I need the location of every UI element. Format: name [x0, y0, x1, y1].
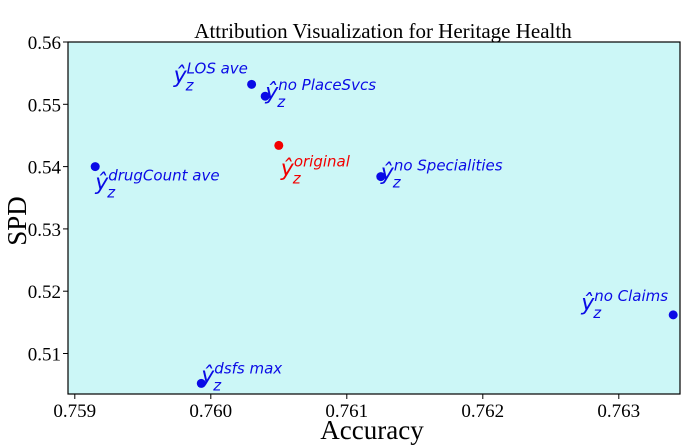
x-axis-label: Accuracy — [320, 415, 424, 445]
data-point-label: ŷdsfs max z — [200, 359, 282, 394]
x-tick-label: 0.762 — [461, 401, 504, 422]
x-tick-label: 0.763 — [597, 401, 640, 422]
data-point — [376, 172, 386, 182]
data-point — [274, 140, 284, 150]
data-point-label: ŷno Specialities z — [380, 157, 503, 192]
data-point — [260, 91, 270, 101]
data-point-label: ŷoriginal z — [280, 152, 351, 187]
data-point-label: ŷLOS ave z — [173, 59, 248, 94]
data-point — [668, 310, 678, 320]
x-tick-label: 0.760 — [189, 401, 232, 422]
y-axis: 0.51 0.52 0.53 0.54 0.55 0.56 — [28, 33, 68, 366]
data-point-label: ŷdrugCount ave z — [94, 167, 219, 202]
x-tick-label: 0.759 — [53, 401, 96, 422]
y-tick-label: 0.56 — [28, 33, 61, 54]
y-tick-label: 0.51 — [28, 345, 61, 366]
y-axis-label: SPD — [2, 196, 32, 246]
x-tick-label: 0.761 — [325, 401, 368, 422]
data-point — [196, 378, 206, 388]
data-point-label: ŷno PlaceSvcs z — [264, 76, 376, 111]
x-axis: 0.759 0.760 0.761 0.762 0.763 — [53, 394, 640, 422]
data-point — [90, 162, 100, 172]
y-tick-label: 0.54 — [28, 158, 62, 179]
data-point-label: ŷno Claims z — [580, 287, 668, 322]
data-point — [247, 79, 257, 89]
y-tick-label: 0.52 — [28, 282, 61, 303]
data-points: ŷoriginal z ŷLOS ave z ŷno PlaceSvcs z ŷdrugCo… — [90, 59, 678, 394]
y-tick-label: 0.53 — [28, 220, 61, 241]
y-tick-label: 0.55 — [28, 95, 61, 116]
plot-area — [67, 41, 681, 395]
chart-title: Attribution Visualization for Heritage H… — [194, 19, 572, 43]
